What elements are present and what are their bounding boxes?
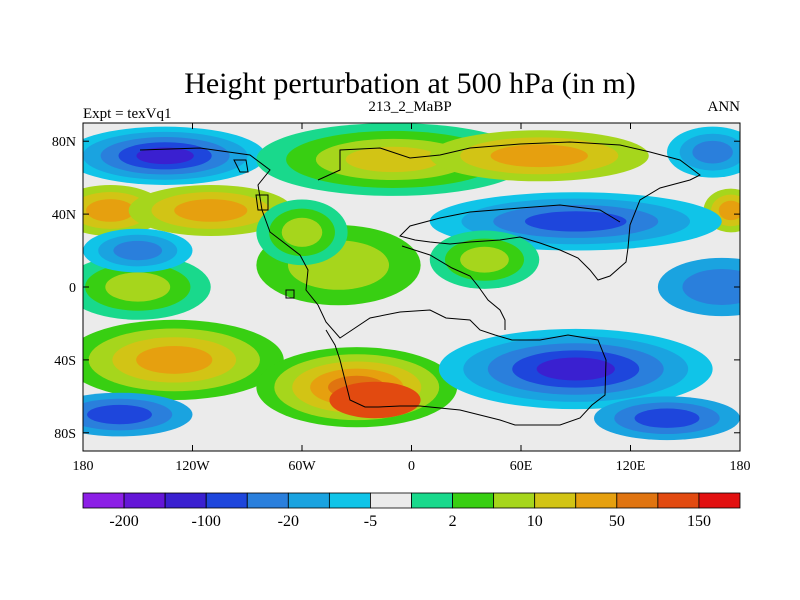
height-field (83, 123, 740, 441)
x-tick-label: 0 (408, 459, 415, 474)
colorbar-swatch (328, 492, 371, 509)
run-label: 213_2_MaBP (368, 99, 451, 115)
x-tick-label: 120W (175, 459, 210, 474)
field-contour-6-2 (718, 200, 740, 221)
field-contour-10-1 (682, 269, 740, 305)
colorbar-swatch (123, 492, 166, 509)
colorbar-label: -200 (109, 513, 138, 530)
colorbar-swatch (534, 492, 577, 509)
field-contour-14-3 (136, 345, 213, 374)
coastline-africa (401, 245, 506, 330)
field-contour-16-0 (329, 381, 421, 419)
colorbar-swatch (452, 492, 495, 509)
coastlines (139, 141, 701, 426)
colorbar-label: 10 (527, 513, 543, 530)
colorbar-label: -20 (278, 513, 299, 530)
colorbar: -200 -100 -20 -5 2 10 50 150 (82, 492, 741, 530)
field-contour-4-2 (86, 199, 135, 222)
colorbar-swatch (575, 492, 618, 509)
colorbar-label: 50 (609, 513, 625, 530)
field-contour-19-2 (634, 408, 700, 428)
field-contour-9-2 (281, 217, 323, 247)
period-label: ANN (708, 99, 741, 115)
colorbar-swatch (657, 492, 700, 509)
field-contour-7-3 (524, 211, 627, 232)
colorbar-swatch (82, 492, 125, 509)
colorbar-swatch (246, 492, 289, 509)
field-contour-18-2 (87, 404, 152, 425)
coastline-north-america (139, 147, 607, 426)
map-panel (82, 122, 741, 452)
experiment-label: Expt = texVq1 (83, 106, 171, 122)
colorbar-swatch (616, 492, 659, 509)
x-tick-label: 60E (510, 459, 533, 474)
field-contour-11-2 (105, 272, 171, 302)
coastline-eurasia (317, 141, 701, 281)
y-tick-label: 40S (54, 354, 76, 369)
field-contour-1-2 (692, 140, 733, 164)
colorbar-swatch (493, 492, 536, 509)
y-tick-label: 40N (52, 208, 76, 223)
colorbar-label: 150 (687, 513, 711, 530)
field-contour-2-3 (345, 146, 441, 173)
x-tick-label: 60W (288, 459, 316, 474)
colorbar-swatch (205, 492, 248, 509)
axes-ticks: 180 120W 60W 0 60E 120E 180 80N 40N 0 40S 80S (52, 123, 751, 474)
x-tick-label: 180 (730, 459, 751, 474)
field-contour-13-2 (460, 246, 509, 273)
field-contour-5-2 (174, 199, 248, 222)
colorbar-swatch (698, 492, 741, 509)
coastline-islands (255, 194, 295, 299)
field-contour-3-2 (490, 144, 588, 168)
y-tick-label: 0 (69, 281, 76, 296)
colorbar-label: -100 (192, 513, 221, 530)
colorbar-label: 2 (449, 513, 457, 530)
x-tick-label: 120E (616, 459, 646, 474)
colorbar-label: -5 (364, 513, 377, 530)
y-tick-label: 80N (52, 135, 76, 150)
colorbar-swatch (370, 492, 412, 509)
colorbar-swatch (164, 492, 207, 509)
x-tick-label: 180 (73, 459, 94, 474)
field-contour-12-2 (113, 240, 163, 261)
field-contour-0-4 (136, 147, 194, 165)
chart-title: Height perturbation at 500 hPa (in m) (184, 67, 636, 100)
coastline-greenland (233, 159, 249, 173)
field-contour-17-4 (536, 357, 615, 381)
colorbar-swatch (411, 492, 453, 509)
colorbar-swatch (287, 492, 330, 509)
y-tick-label: 80S (54, 427, 76, 442)
